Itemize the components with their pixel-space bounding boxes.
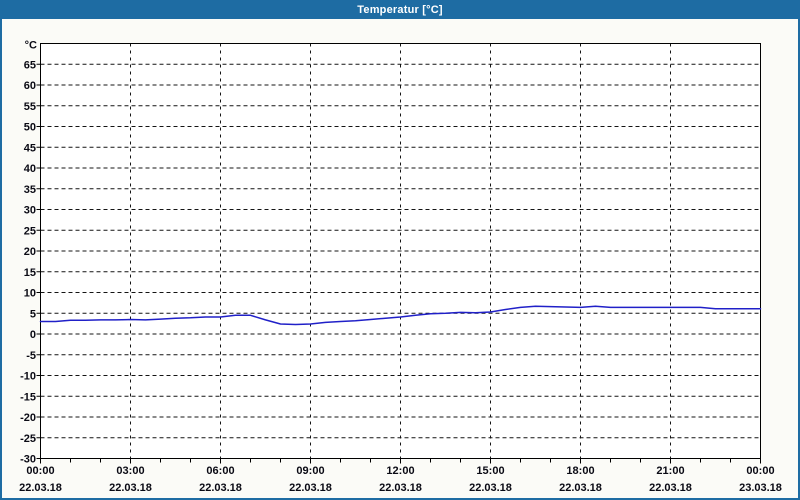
svg-text:40: 40 — [24, 163, 36, 175]
x-ticks — [40, 458, 761, 464]
svg-text:06:00: 06:00 — [206, 465, 234, 477]
svg-text:22.03.18: 22.03.18 — [649, 482, 692, 494]
svg-text:45: 45 — [24, 142, 36, 154]
y-ticks — [36, 63, 41, 459]
svg-text:35: 35 — [24, 184, 36, 196]
y-axis-unit: °C — [25, 40, 37, 52]
x-gridlines — [130, 43, 671, 459]
svg-text:0: 0 — [30, 329, 36, 341]
svg-text:-20: -20 — [20, 412, 36, 424]
svg-text:22.03.18: 22.03.18 — [379, 482, 422, 494]
svg-text:55: 55 — [24, 101, 36, 113]
svg-text:21:00: 21:00 — [656, 465, 684, 477]
svg-text:15: 15 — [24, 267, 36, 279]
window-title: Temperatur [°C] — [357, 3, 443, 16]
svg-text:22.03.18: 22.03.18 — [199, 482, 242, 494]
svg-text:03:00: 03:00 — [116, 465, 144, 477]
svg-text:25: 25 — [24, 225, 36, 237]
svg-text:12:00: 12:00 — [386, 465, 414, 477]
svg-text:-15: -15 — [20, 391, 36, 403]
svg-text:-25: -25 — [20, 433, 36, 445]
svg-text:15:00: 15:00 — [476, 465, 504, 477]
svg-text:22.03.18: 22.03.18 — [109, 482, 152, 494]
svg-text:-5: -5 — [26, 350, 36, 362]
svg-text:20: 20 — [24, 246, 36, 258]
svg-text:22.03.18: 22.03.18 — [469, 482, 512, 494]
svg-text:18:00: 18:00 — [566, 465, 594, 477]
svg-text:23.03.18: 23.03.18 — [739, 482, 782, 494]
svg-text:50: 50 — [24, 122, 36, 134]
svg-text:00:00: 00:00 — [746, 465, 774, 477]
svg-text:65: 65 — [24, 59, 36, 71]
x-tick-labels: 00:00 22.03.18 03:00 22.03.18 06:00 22.03.18 0… — [19, 465, 782, 494]
y-tick-labels: 65605550454035302520151050-5-10-15-20-25… — [20, 59, 36, 465]
svg-text:22.03.18: 22.03.18 — [289, 482, 332, 494]
temperature-line — [39, 305, 762, 326]
svg-text:09:00: 09:00 — [296, 465, 324, 477]
svg-text:22.03.18: 22.03.18 — [19, 482, 62, 494]
svg-text:5: 5 — [30, 308, 36, 320]
svg-text:10: 10 — [24, 288, 36, 300]
title-bar[interactable]: Temperatur [°C] — [0, 0, 800, 19]
svg-text:30: 30 — [24, 205, 36, 217]
svg-text:00:00: 00:00 — [26, 465, 54, 477]
svg-text:60: 60 — [24, 80, 36, 92]
svg-text:-10: -10 — [20, 371, 36, 383]
svg-text:-30: -30 — [20, 454, 36, 466]
temperature-chart: 65605550454035302520151050-5-10-15-20-25… — [19, 40, 782, 495]
svg-text:22.03.18: 22.03.18 — [559, 482, 602, 494]
